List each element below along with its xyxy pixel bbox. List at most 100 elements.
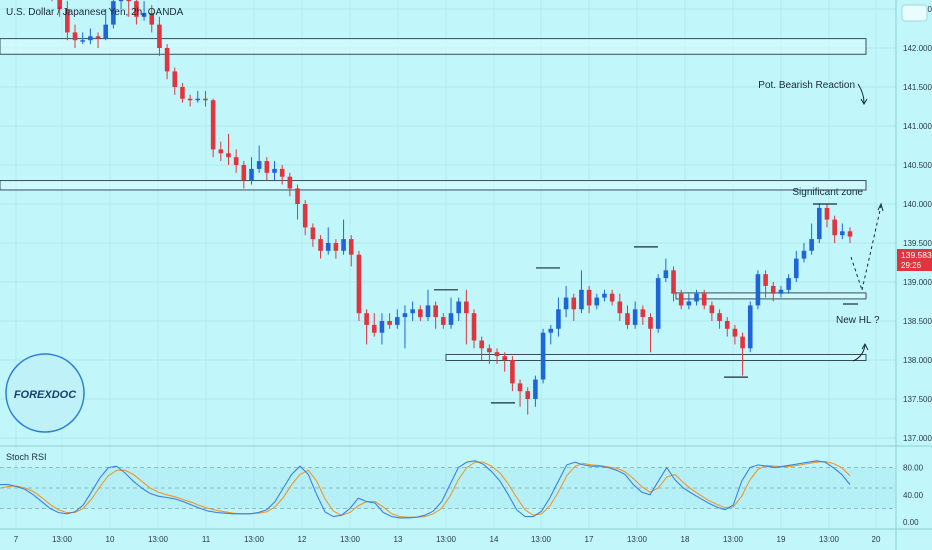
- candle-body[interactable]: [456, 301, 461, 314]
- candle-body[interactable]: [640, 309, 646, 318]
- candle-body[interactable]: [648, 317, 653, 329]
- candle-body[interactable]: [747, 305, 753, 349]
- candle-body[interactable]: [272, 168, 277, 173]
- candle-body[interactable]: [172, 71, 178, 87]
- candle-body[interactable]: [732, 328, 738, 337]
- candle-body[interactable]: [88, 36, 93, 41]
- candle-body[interactable]: [325, 243, 331, 251]
- candle-body[interactable]: [80, 40, 85, 42]
- candle-body[interactable]: [586, 289, 592, 306]
- candle-body[interactable]: [149, 12, 155, 25]
- candle-body[interactable]: [471, 313, 477, 341]
- candle-body[interactable]: [840, 231, 845, 236]
- candle-body[interactable]: [770, 285, 776, 294]
- candle-body[interactable]: [233, 157, 239, 165]
- candle-body[interactable]: [425, 305, 431, 318]
- candle-body[interactable]: [341, 239, 346, 251]
- candle-body[interactable]: [187, 98, 193, 101]
- candle-body[interactable]: [793, 258, 799, 279]
- candle-body[interactable]: [410, 309, 415, 314]
- candle-body[interactable]: [241, 165, 247, 181]
- candle-body[interactable]: [594, 297, 600, 306]
- candle-body[interactable]: [517, 383, 523, 392]
- candle-body[interactable]: [180, 87, 185, 99]
- candle-body[interactable]: [65, 9, 70, 33]
- candle-body[interactable]: [318, 239, 323, 251]
- candle-body[interactable]: [103, 24, 109, 39]
- candle-body[interactable]: [57, 0, 62, 10]
- candle-body[interactable]: [832, 219, 837, 236]
- candle-body[interactable]: [502, 356, 508, 360]
- candle-body[interactable]: [824, 207, 830, 220]
- candle-body[interactable]: [164, 48, 170, 72]
- candle-body[interactable]: [579, 289, 584, 310]
- candle-body[interactable]: [348, 239, 354, 255]
- candle-body[interactable]: [118, 0, 124, 2]
- candle-body[interactable]: [694, 293, 699, 302]
- candle-body[interactable]: [817, 207, 822, 240]
- candle-body[interactable]: [95, 36, 101, 39]
- candle-body[interactable]: [847, 231, 853, 237]
- candle-body[interactable]: [709, 305, 715, 314]
- candle-body[interactable]: [632, 309, 638, 325]
- candle-body[interactable]: [387, 321, 392, 325]
- candle-body[interactable]: [686, 301, 692, 306]
- candle-body[interactable]: [740, 336, 745, 349]
- candle-body[interactable]: [801, 250, 807, 259]
- candle-body[interactable]: [663, 270, 669, 279]
- candle-body[interactable]: [510, 360, 515, 384]
- settings-button[interactable]: [901, 4, 928, 22]
- candle-body[interactable]: [778, 289, 784, 294]
- candle-body[interactable]: [264, 161, 270, 173]
- candle-body[interactable]: [126, 0, 132, 2]
- candle-body[interactable]: [655, 278, 661, 329]
- candle-body[interactable]: [418, 309, 423, 318]
- candle-body[interactable]: [763, 274, 768, 286]
- candle-body[interactable]: [479, 340, 484, 349]
- candle-body[interactable]: [203, 98, 208, 101]
- candle-body[interactable]: [356, 254, 362, 314]
- candle-body[interactable]: [571, 297, 577, 310]
- candle-body[interactable]: [678, 293, 684, 306]
- candle-body[interactable]: [755, 274, 761, 306]
- candle-body[interactable]: [809, 239, 814, 251]
- candle-body[interactable]: [556, 309, 561, 329]
- candle-body[interactable]: [540, 332, 546, 380]
- candle-body[interactable]: [287, 176, 293, 189]
- candle-body[interactable]: [279, 168, 285, 177]
- candle-body[interactable]: [394, 317, 400, 325]
- candle-body[interactable]: [364, 313, 369, 325]
- candle-body[interactable]: [218, 149, 224, 154]
- candle-body[interactable]: [441, 317, 446, 325]
- candle-body[interactable]: [295, 188, 300, 204]
- candle-body[interactable]: [249, 168, 254, 181]
- candle-body[interactable]: [563, 297, 569, 310]
- candle-body[interactable]: [333, 243, 339, 251]
- candle-body[interactable]: [701, 293, 707, 306]
- candle-body[interactable]: [548, 328, 554, 333]
- candle-body[interactable]: [433, 305, 438, 318]
- candle-body[interactable]: [724, 321, 730, 329]
- candle-body[interactable]: [210, 100, 216, 150]
- candle-body[interactable]: [134, 1, 139, 17]
- candle-body[interactable]: [602, 293, 607, 298]
- candle-body[interactable]: [464, 301, 469, 314]
- candle-body[interactable]: [157, 24, 162, 48]
- candle-body[interactable]: [195, 98, 201, 101]
- candles-layer[interactable]: [50, 0, 853, 415]
- candle-body[interactable]: [625, 313, 630, 325]
- candle-body[interactable]: [141, 12, 147, 17]
- candle-body[interactable]: [256, 161, 262, 169]
- candle-body[interactable]: [371, 324, 377, 333]
- candle-body[interactable]: [402, 313, 408, 318]
- candle-body[interactable]: [717, 313, 722, 321]
- candle-body[interactable]: [533, 379, 538, 400]
- candle-body[interactable]: [671, 270, 676, 294]
- candle-body[interactable]: [525, 391, 531, 399]
- candle-body[interactable]: [487, 348, 492, 353]
- candle-body[interactable]: [786, 278, 791, 290]
- candle-body[interactable]: [448, 313, 454, 325]
- candle-body[interactable]: [379, 321, 385, 333]
- candle-body[interactable]: [72, 32, 78, 41]
